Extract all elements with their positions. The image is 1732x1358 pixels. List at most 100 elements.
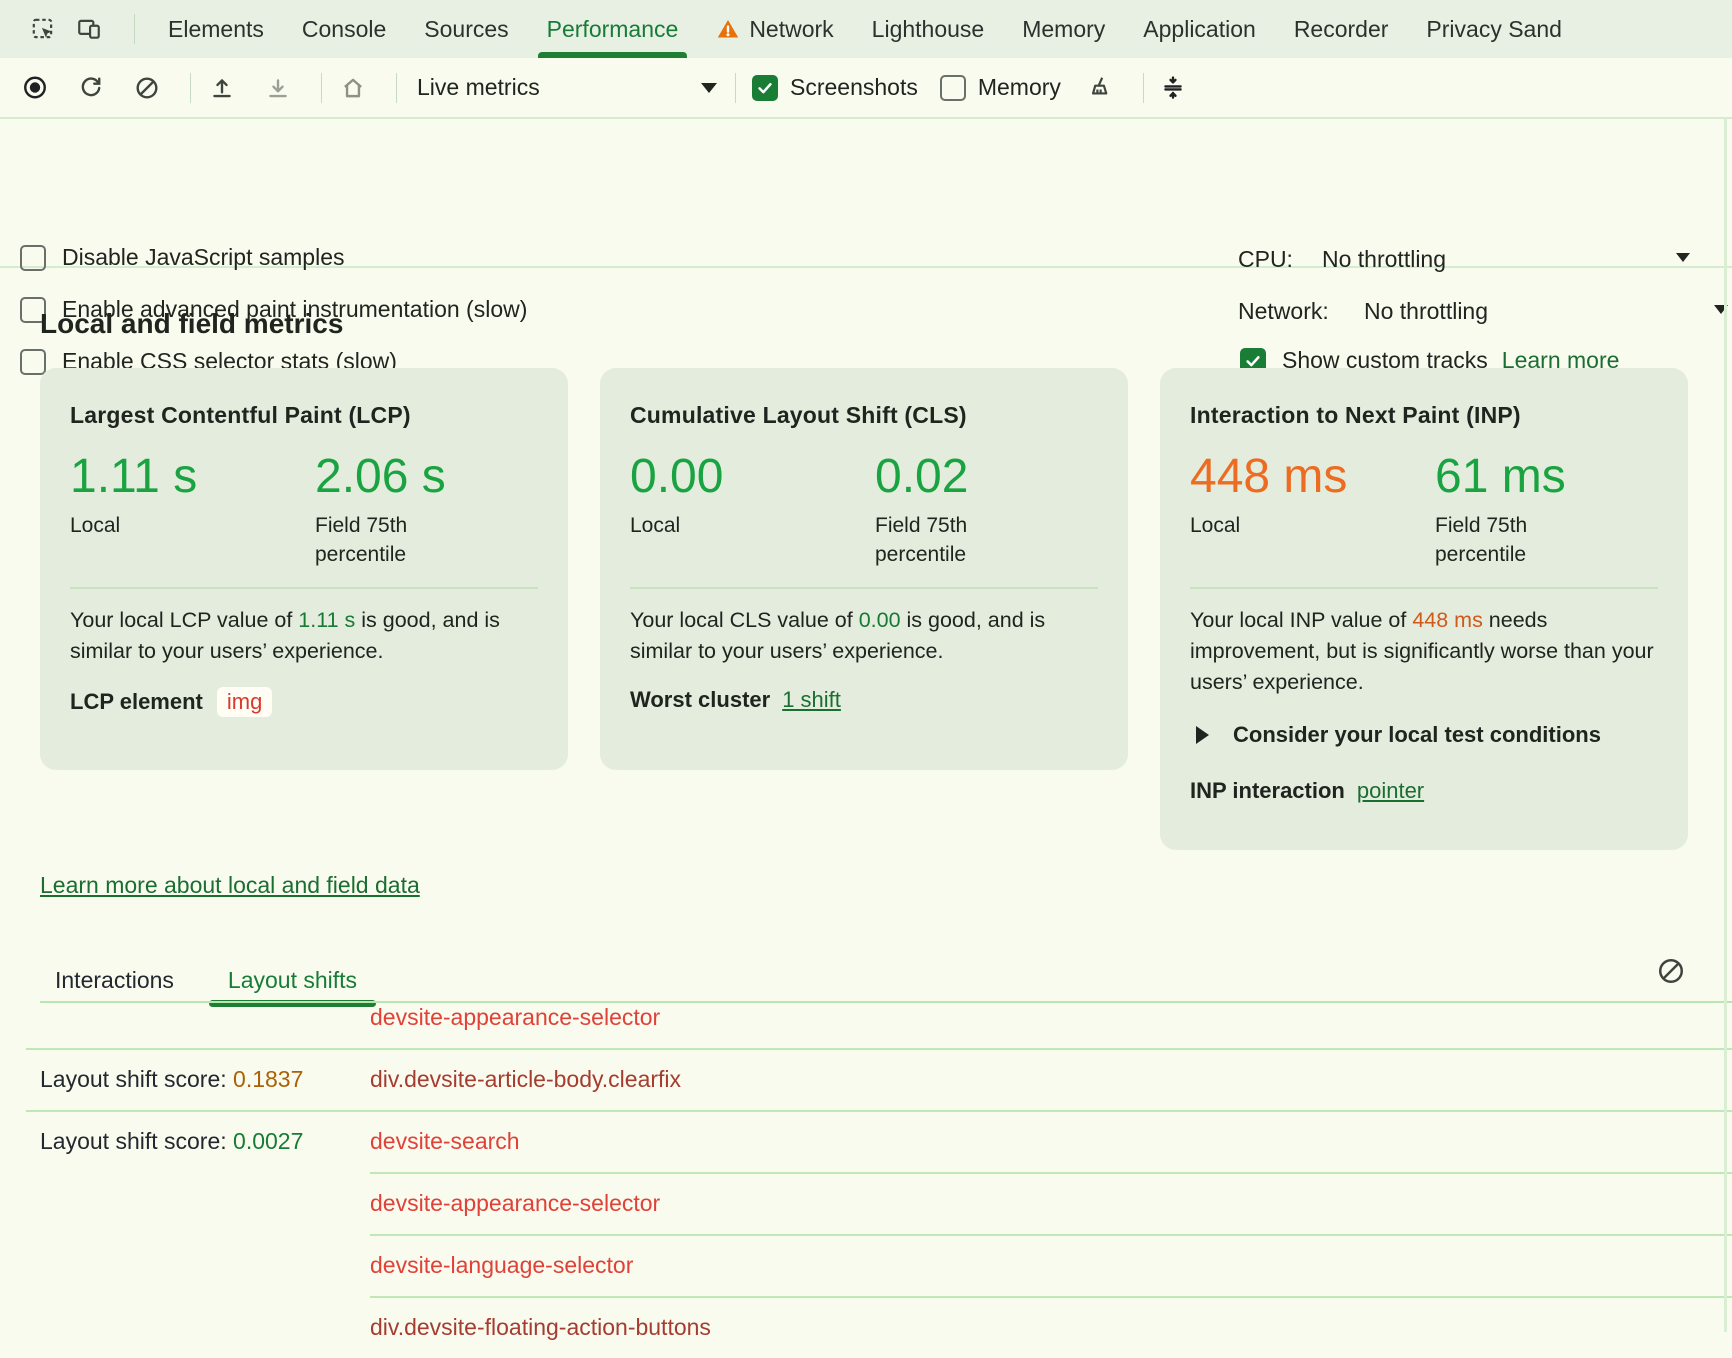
scrollbar-track[interactable]	[1724, 119, 1727, 1332]
devtools-tabbar: Elements Console Sources Performance Net…	[0, 0, 1732, 58]
lcp-card-title: Largest Contentful Paint (LCP)	[70, 402, 411, 428]
shift-node-link[interactable]: devsite-language-selector	[370, 1251, 634, 1278]
screenshots-toggle[interactable]: Screenshots	[752, 74, 918, 101]
shift-node-link[interactable]: devsite-appearance-selector	[370, 1003, 661, 1030]
network-throttling-select[interactable]: No throttling	[1364, 298, 1489, 324]
tab-interactions[interactable]: Interactions	[55, 967, 174, 993]
tab-application[interactable]: Application	[1143, 15, 1256, 42]
learn-more-field-data-link[interactable]: Learn more about local and field data	[40, 872, 420, 898]
lcp-element-node-link[interactable]: img	[216, 687, 273, 717]
upload-profile-icon[interactable]	[209, 75, 235, 101]
table-row[interactable]: devsite-language-selector	[0, 1234, 1732, 1296]
screenshots-checkbox[interactable]	[752, 74, 778, 101]
tab-recorder[interactable]: Recorder	[1293, 15, 1389, 42]
table-row[interactable]: Layout shift score: 0.0027 devsite-searc…	[0, 1110, 1732, 1172]
screenshots-label: Screenshots	[790, 74, 918, 100]
advanced-paint-checkbox[interactable]	[20, 296, 46, 323]
shift-node-link[interactable]: devsite-search	[370, 1127, 520, 1154]
home-icon[interactable]	[340, 75, 366, 101]
tab-sources[interactable]: Sources	[424, 15, 509, 42]
inp-interaction-label: INP interaction	[1190, 778, 1345, 803]
cpu-chevron-down-icon[interactable]	[1676, 253, 1690, 262]
inp-inline-value: 448 ms	[1412, 608, 1483, 632]
local-test-conditions-disclosure[interactable]: Consider your local test conditions	[1190, 722, 1658, 748]
shift-node-link[interactable]: devsite-appearance-selector	[370, 1189, 661, 1216]
memory-toggle[interactable]: Memory	[939, 74, 1061, 101]
divider	[370, 1234, 1732, 1236]
page-title: Local and field metrics	[40, 308, 344, 339]
divider	[190, 72, 191, 103]
lcp-local-value: 1.11 s	[70, 450, 198, 503]
shift-node-link[interactable]: div.devsite-article-body.clearfix	[370, 1065, 682, 1092]
download-profile-icon[interactable]	[265, 75, 291, 101]
lcp-element-label: LCP element	[70, 689, 203, 714]
inp-field-label: Field 75th percentile	[1435, 514, 1528, 566]
divider	[70, 587, 538, 589]
divider	[630, 587, 1098, 589]
setting-advanced-paint[interactable]: Enable advanced paint instrumentation (s…	[20, 296, 527, 323]
shift-score-value: 0.0027	[233, 1127, 304, 1154]
cpu-throttling-select[interactable]: No throttling	[1322, 246, 1447, 272]
inp-card-title: Interaction to Next Paint (INP)	[1190, 402, 1521, 428]
divider	[321, 72, 322, 103]
inspect-element-icon[interactable]	[28, 14, 58, 44]
tab-memory[interactable]: Memory	[1022, 15, 1106, 42]
inp-interaction-link[interactable]: pointer	[1356, 778, 1425, 803]
setting-disable-js-samples[interactable]: Disable JavaScript samples	[20, 244, 345, 271]
metric-cards: Largest Contentful Paint (LCP) 1.11 s Lo…	[40, 368, 1688, 850]
divider	[370, 1296, 1732, 1298]
cls-field-label: Field 75th percentile	[875, 514, 968, 566]
warning-icon	[716, 17, 740, 41]
shift-score-value: 0.1837	[233, 1065, 304, 1092]
layout-shifts-table: devsite-appearance-selector Layout shift…	[0, 986, 1732, 1358]
clear-icon[interactable]	[134, 75, 160, 101]
inp-field-value: 61 ms	[1435, 450, 1566, 503]
log-tabs: Interactions Layout shifts	[40, 958, 377, 1007]
clear-log-icon[interactable]	[1656, 956, 1686, 986]
performance-toolbar: Live metrics Screenshots Memory	[0, 58, 1732, 119]
cpu-label: CPU:	[1238, 246, 1293, 272]
memory-label: Memory	[977, 74, 1061, 100]
cls-field-value: 0.02	[875, 450, 969, 503]
cls-local-label: Local	[630, 514, 681, 537]
css-selector-stats-checkbox[interactable]	[20, 348, 46, 375]
shift-node-link[interactable]: div.devsite-floating-action-buttons	[370, 1313, 711, 1340]
tab-performance[interactable]: Performance	[528, 0, 698, 58]
tab-elements[interactable]: Elements	[168, 15, 264, 42]
inp-card: Interaction to Next Paint (INP) 448 ms L…	[1160, 368, 1688, 850]
table-row[interactable]: Layout shift score: 0.1837 div.devsite-a…	[0, 1048, 1732, 1110]
collapse-icon[interactable]	[1160, 75, 1186, 101]
cls-description: Your local CLS value of 0.00 is good, an…	[630, 608, 1046, 663]
lcp-inline-value: 1.11 s	[298, 608, 356, 632]
divider	[1142, 72, 1144, 103]
device-toolbar-icon[interactable]	[74, 14, 104, 44]
reload-record-icon[interactable]	[78, 75, 104, 101]
tab-privacy-sandbox[interactable]: Privacy Sand	[1426, 15, 1562, 42]
table-row[interactable]: devsite-appearance-selector	[0, 1172, 1732, 1234]
inp-description: Your local INP value of 448 ms needs imp…	[1190, 608, 1654, 694]
tab-layout-shifts[interactable]: Layout shifts	[208, 958, 377, 1007]
table-row[interactable]: devsite-appearance-selector	[0, 986, 1732, 1048]
view-mode-select[interactable]: Live metrics	[417, 74, 717, 101]
inp-local-value: 448 ms	[1190, 450, 1348, 503]
lcp-description: Your local LCP value of 1.11 s is good, …	[70, 608, 500, 663]
gc-brush-icon[interactable]	[1087, 75, 1113, 101]
inp-local-label: Local	[1190, 514, 1241, 537]
tab-console[interactable]: Console	[301, 15, 387, 42]
lcp-card: Largest Contentful Paint (LCP) 1.11 s Lo…	[40, 368, 568, 770]
network-throttling-row: Network:	[1238, 298, 1329, 325]
record-icon[interactable]	[22, 75, 48, 101]
divider	[26, 1110, 1732, 1112]
table-row[interactable]: div.devsite-floating-action-buttons	[0, 1296, 1732, 1358]
cls-local-value: 0.00	[630, 450, 724, 503]
view-mode-label: Live metrics	[417, 74, 540, 100]
worst-cluster-link[interactable]: 1 shift	[782, 687, 841, 712]
tab-network[interactable]: Network	[697, 0, 852, 58]
divider	[735, 72, 736, 103]
memory-checkbox[interactable]	[939, 74, 966, 101]
tab-lighthouse[interactable]: Lighthouse	[871, 15, 985, 42]
disable-js-samples-checkbox[interactable]	[20, 244, 46, 271]
cpu-throttling-row: CPU:	[1238, 246, 1293, 273]
network-chevron-down-icon[interactable]	[1714, 305, 1728, 314]
